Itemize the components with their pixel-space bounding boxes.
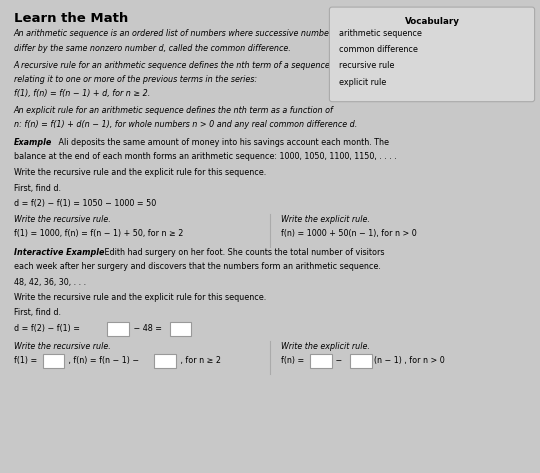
- Text: f(n) = 1000 + 50(n − 1), for n > 0: f(n) = 1000 + 50(n − 1), for n > 0: [281, 229, 416, 238]
- Text: Write the recursive rule.: Write the recursive rule.: [14, 215, 110, 224]
- Text: recursive rule: recursive rule: [339, 61, 394, 70]
- Text: n: f(n) = f(1) + d(n − 1), for whole numbers n > 0 and any real common differenc: n: f(n) = f(1) + d(n − 1), for whole num…: [14, 120, 357, 129]
- Text: A recursive rule for an arithmetic sequence defines the nth term of a sequence b: A recursive rule for an arithmetic seque…: [14, 61, 342, 70]
- Text: , for n ≥ 2: , for n ≥ 2: [178, 356, 221, 365]
- Text: (n − 1) , for n > 0: (n − 1) , for n > 0: [374, 356, 444, 365]
- Text: f(1), f(n) = f(n − 1) + d, for n ≥ 2.: f(1), f(n) = f(n − 1) + d, for n ≥ 2.: [14, 89, 150, 98]
- FancyBboxPatch shape: [154, 354, 176, 368]
- Text: arithmetic sequence: arithmetic sequence: [339, 29, 421, 38]
- Text: Ali deposits the same amount of money into his savings account each month. The: Ali deposits the same amount of money in…: [56, 138, 389, 147]
- Text: Write the recursive rule.: Write the recursive rule.: [14, 342, 110, 350]
- Text: each week after her surgery and discovers that the numbers form an arithmetic se: each week after her surgery and discover…: [14, 262, 380, 271]
- Text: balance at the end of each month forms an arithmetic sequence: 1000, 1050, 1100,: balance at the end of each month forms a…: [14, 152, 396, 161]
- Text: , f(n) = f(n − 1) −: , f(n) = f(n − 1) −: [66, 356, 141, 365]
- Text: d = f(2) − f(1) =: d = f(2) − f(1) =: [14, 324, 82, 333]
- Text: −: −: [333, 356, 345, 365]
- Text: Learn the Math: Learn the Math: [14, 12, 128, 25]
- Text: Write the explicit rule.: Write the explicit rule.: [281, 342, 370, 350]
- Text: Interactive Example: Interactive Example: [14, 248, 104, 257]
- Text: 48, 42, 36, 30, . . .: 48, 42, 36, 30, . . .: [14, 278, 86, 287]
- Text: common difference: common difference: [339, 45, 417, 54]
- Text: Example: Example: [14, 138, 52, 147]
- Text: f(1) = 1000, f(n) = f(n − 1) + 50, for n ≥ 2: f(1) = 1000, f(n) = f(n − 1) + 50, for n…: [14, 229, 183, 238]
- Text: Vocabulary: Vocabulary: [404, 17, 460, 26]
- Text: Write the recursive rule and the explicit rule for this sequence.: Write the recursive rule and the explici…: [14, 168, 266, 177]
- FancyBboxPatch shape: [107, 322, 129, 336]
- Text: differ by the same nonzero number d, called the common difference.: differ by the same nonzero number d, cal…: [14, 44, 291, 53]
- Text: Edith had surgery on her foot. She counts the total number of visitors: Edith had surgery on her foot. She count…: [102, 248, 384, 257]
- FancyBboxPatch shape: [310, 354, 332, 368]
- Text: f(n) =: f(n) =: [281, 356, 307, 365]
- FancyBboxPatch shape: [170, 322, 191, 336]
- Text: First, find d.: First, find d.: [14, 308, 60, 317]
- Text: An arithmetic sequence is an ordered list of numbers where successive numbers: An arithmetic sequence is an ordered lis…: [14, 29, 337, 38]
- FancyBboxPatch shape: [43, 354, 64, 368]
- Text: Write the explicit rule.: Write the explicit rule.: [281, 215, 370, 224]
- Text: d = f(2) − f(1) = 1050 − 1000 = 50: d = f(2) − f(1) = 1050 − 1000 = 50: [14, 199, 156, 208]
- Text: relating it to one or more of the previous terms in the series:: relating it to one or more of the previo…: [14, 75, 256, 84]
- Text: f(1) =: f(1) =: [14, 356, 39, 365]
- Text: An explicit rule for an arithmetic sequence defines the nth term as a function o: An explicit rule for an arithmetic seque…: [14, 106, 333, 115]
- FancyBboxPatch shape: [329, 7, 535, 102]
- Text: First, find d.: First, find d.: [14, 184, 60, 193]
- Text: Write the recursive rule and the explicit rule for this sequence.: Write the recursive rule and the explici…: [14, 293, 266, 302]
- FancyBboxPatch shape: [350, 354, 372, 368]
- Text: explicit rule: explicit rule: [339, 78, 386, 87]
- Text: − 48 =: − 48 =: [131, 324, 164, 333]
